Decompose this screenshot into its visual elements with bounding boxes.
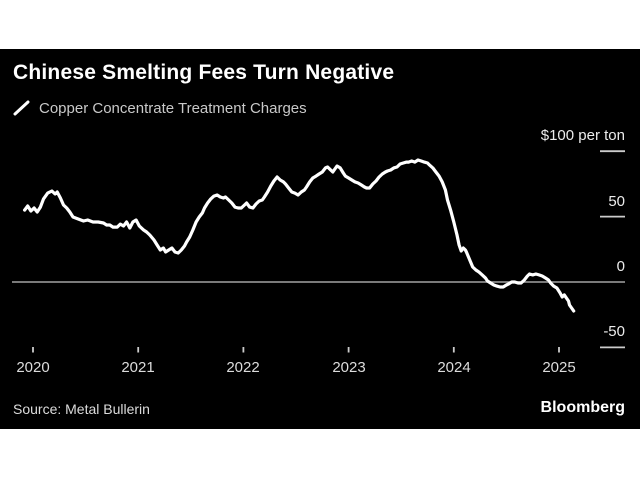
legend-label: Copper Concentrate Treatment Charges xyxy=(39,99,307,117)
legend: Copper Concentrate Treatment Charges xyxy=(13,99,307,117)
x-tick-label-2020: 2020 xyxy=(16,359,50,376)
x-tick-label-2022: 2022 xyxy=(226,359,260,376)
y-tick-label-0: 0 xyxy=(616,258,625,275)
x-tick-label-2024: 2024 xyxy=(437,359,471,376)
x-tick-label-2023: 2023 xyxy=(332,359,366,376)
chart-panel xyxy=(0,49,640,429)
source-text: Source: Metal Bullerin xyxy=(13,401,150,417)
bloomberg-logo: Bloomberg xyxy=(540,399,625,416)
x-tick-label-2025: 2025 xyxy=(542,359,576,376)
page-title: Chinese Smelting Fees Turn Negative xyxy=(13,61,395,84)
x-tick-label-2021: 2021 xyxy=(121,359,155,376)
y-tick-label-neg50: -50 xyxy=(603,323,625,340)
line-series-icon xyxy=(13,100,30,116)
y-axis-unit-label: $100 per ton xyxy=(540,127,625,144)
y-tick-label-50: 50 xyxy=(608,193,625,210)
treatment-charges-line xyxy=(23,158,576,313)
